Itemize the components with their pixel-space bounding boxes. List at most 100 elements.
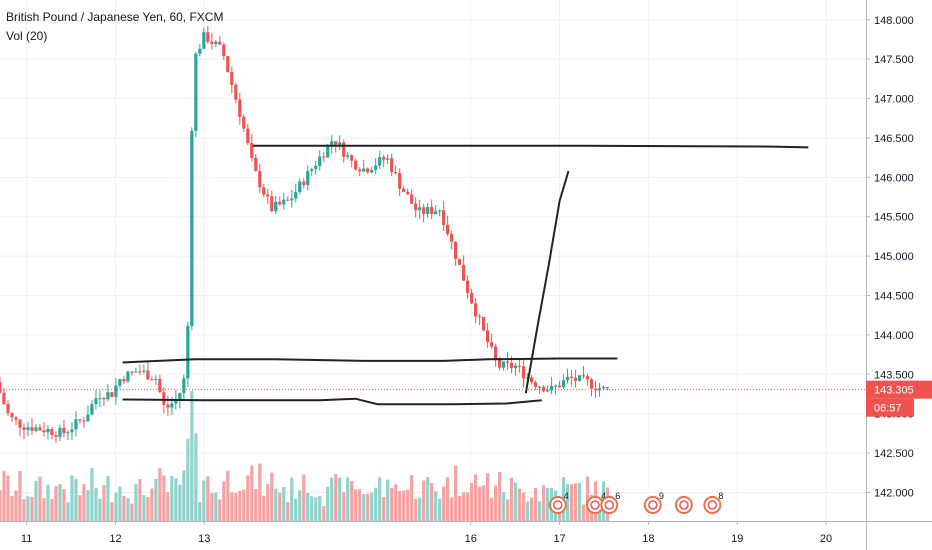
candle-body bbox=[82, 420, 86, 422]
candle-body bbox=[470, 293, 474, 304]
volume-indicator-label[interactable]: Vol (20) bbox=[6, 29, 48, 43]
volume-bar bbox=[422, 480, 426, 521]
candle-body bbox=[194, 53, 198, 131]
volume-bar bbox=[430, 483, 434, 521]
candle-body bbox=[46, 429, 50, 433]
symbol-title[interactable]: British Pound / Japanese Yen, 60, FXCM bbox=[6, 10, 224, 24]
volume-bar bbox=[70, 475, 74, 521]
volume-bar bbox=[386, 479, 390, 521]
candle-body bbox=[410, 194, 414, 204]
candle-body bbox=[258, 171, 262, 188]
candle-body bbox=[294, 192, 298, 199]
volume-bar bbox=[22, 499, 26, 521]
volume-bar bbox=[402, 490, 406, 521]
candle-body bbox=[474, 303, 478, 317]
candle-body bbox=[466, 280, 470, 294]
candle-body bbox=[94, 398, 98, 405]
candle-body bbox=[454, 241, 458, 259]
volume-bar bbox=[537, 501, 542, 521]
grid bbox=[0, 0, 866, 521]
candle-body bbox=[126, 371, 130, 382]
candle-body bbox=[90, 404, 94, 415]
volume-bar bbox=[54, 485, 58, 521]
volume-bar bbox=[541, 485, 546, 521]
candle-body bbox=[510, 362, 514, 369]
candle-body bbox=[529, 377, 534, 383]
candle-body bbox=[442, 210, 446, 225]
candle-body bbox=[62, 427, 66, 434]
volume-bar bbox=[66, 502, 70, 521]
time-tick-label: 20 bbox=[820, 533, 832, 545]
candle-body bbox=[174, 399, 178, 404]
candle-body bbox=[557, 385, 562, 388]
candle-body bbox=[22, 427, 26, 430]
time-tick-label: 12 bbox=[109, 533, 121, 545]
volume-bar bbox=[494, 485, 498, 521]
volume-bar bbox=[302, 474, 306, 521]
candle-body bbox=[581, 375, 586, 377]
volume-bar bbox=[94, 487, 98, 521]
volume-bar bbox=[354, 489, 358, 521]
volume-bar bbox=[38, 476, 42, 521]
candle-body bbox=[154, 378, 158, 380]
volume-bar bbox=[533, 487, 538, 521]
volume-bar bbox=[274, 488, 278, 521]
volume-bar bbox=[30, 496, 34, 521]
volume-bar bbox=[362, 493, 366, 521]
candle-body bbox=[326, 144, 330, 158]
candle-body bbox=[186, 325, 190, 379]
volume-bar bbox=[382, 497, 386, 521]
volume-bar bbox=[254, 488, 258, 521]
volume-bar bbox=[158, 468, 162, 521]
volume-bar bbox=[214, 492, 218, 521]
candle-body bbox=[138, 371, 142, 373]
last-price-label: 143.305 bbox=[874, 385, 914, 397]
event-flag-inner bbox=[648, 500, 658, 510]
candle-body bbox=[70, 429, 74, 433]
candle-body bbox=[118, 379, 122, 386]
candle-body bbox=[374, 165, 378, 170]
candle-body bbox=[605, 387, 610, 389]
volume-bar bbox=[462, 492, 466, 521]
volume-bar bbox=[525, 501, 530, 521]
volume-bar bbox=[486, 473, 490, 521]
candle-body bbox=[10, 413, 14, 418]
candle-body bbox=[462, 264, 466, 281]
volume-bar bbox=[474, 474, 478, 521]
volume-bar bbox=[230, 492, 234, 521]
candle-body bbox=[502, 361, 506, 368]
candle-body bbox=[210, 41, 214, 44]
volume-bar bbox=[146, 497, 150, 521]
price-tick-label: 146.000 bbox=[874, 172, 914, 184]
candle-body bbox=[589, 379, 594, 389]
candle-body bbox=[577, 375, 582, 381]
volume-bar bbox=[346, 477, 350, 521]
candle-body bbox=[549, 386, 554, 391]
candle-body bbox=[150, 379, 154, 381]
candle-body bbox=[218, 41, 222, 45]
volume-bar bbox=[310, 496, 314, 521]
candle-body bbox=[601, 387, 606, 389]
candle-body bbox=[6, 404, 10, 414]
candle-body bbox=[162, 392, 166, 405]
candle-body bbox=[14, 417, 18, 420]
candle-body bbox=[38, 427, 42, 431]
volume-bar bbox=[46, 484, 50, 521]
volume-bar bbox=[482, 485, 486, 521]
candle-body bbox=[362, 168, 366, 172]
candle-body bbox=[26, 427, 30, 430]
candle-body bbox=[422, 207, 426, 214]
candle-body bbox=[342, 142, 346, 157]
volume-bar bbox=[190, 391, 194, 521]
volume-bar bbox=[446, 477, 450, 521]
candle-body bbox=[230, 72, 234, 85]
candle-body bbox=[214, 41, 218, 44]
candle-body bbox=[545, 390, 550, 392]
candle-body bbox=[74, 419, 78, 430]
candle-body bbox=[0, 382, 2, 393]
volume-bar bbox=[577, 482, 582, 521]
candle-body bbox=[206, 32, 210, 42]
volume-bar bbox=[394, 484, 398, 521]
candle-body bbox=[234, 84, 238, 100]
